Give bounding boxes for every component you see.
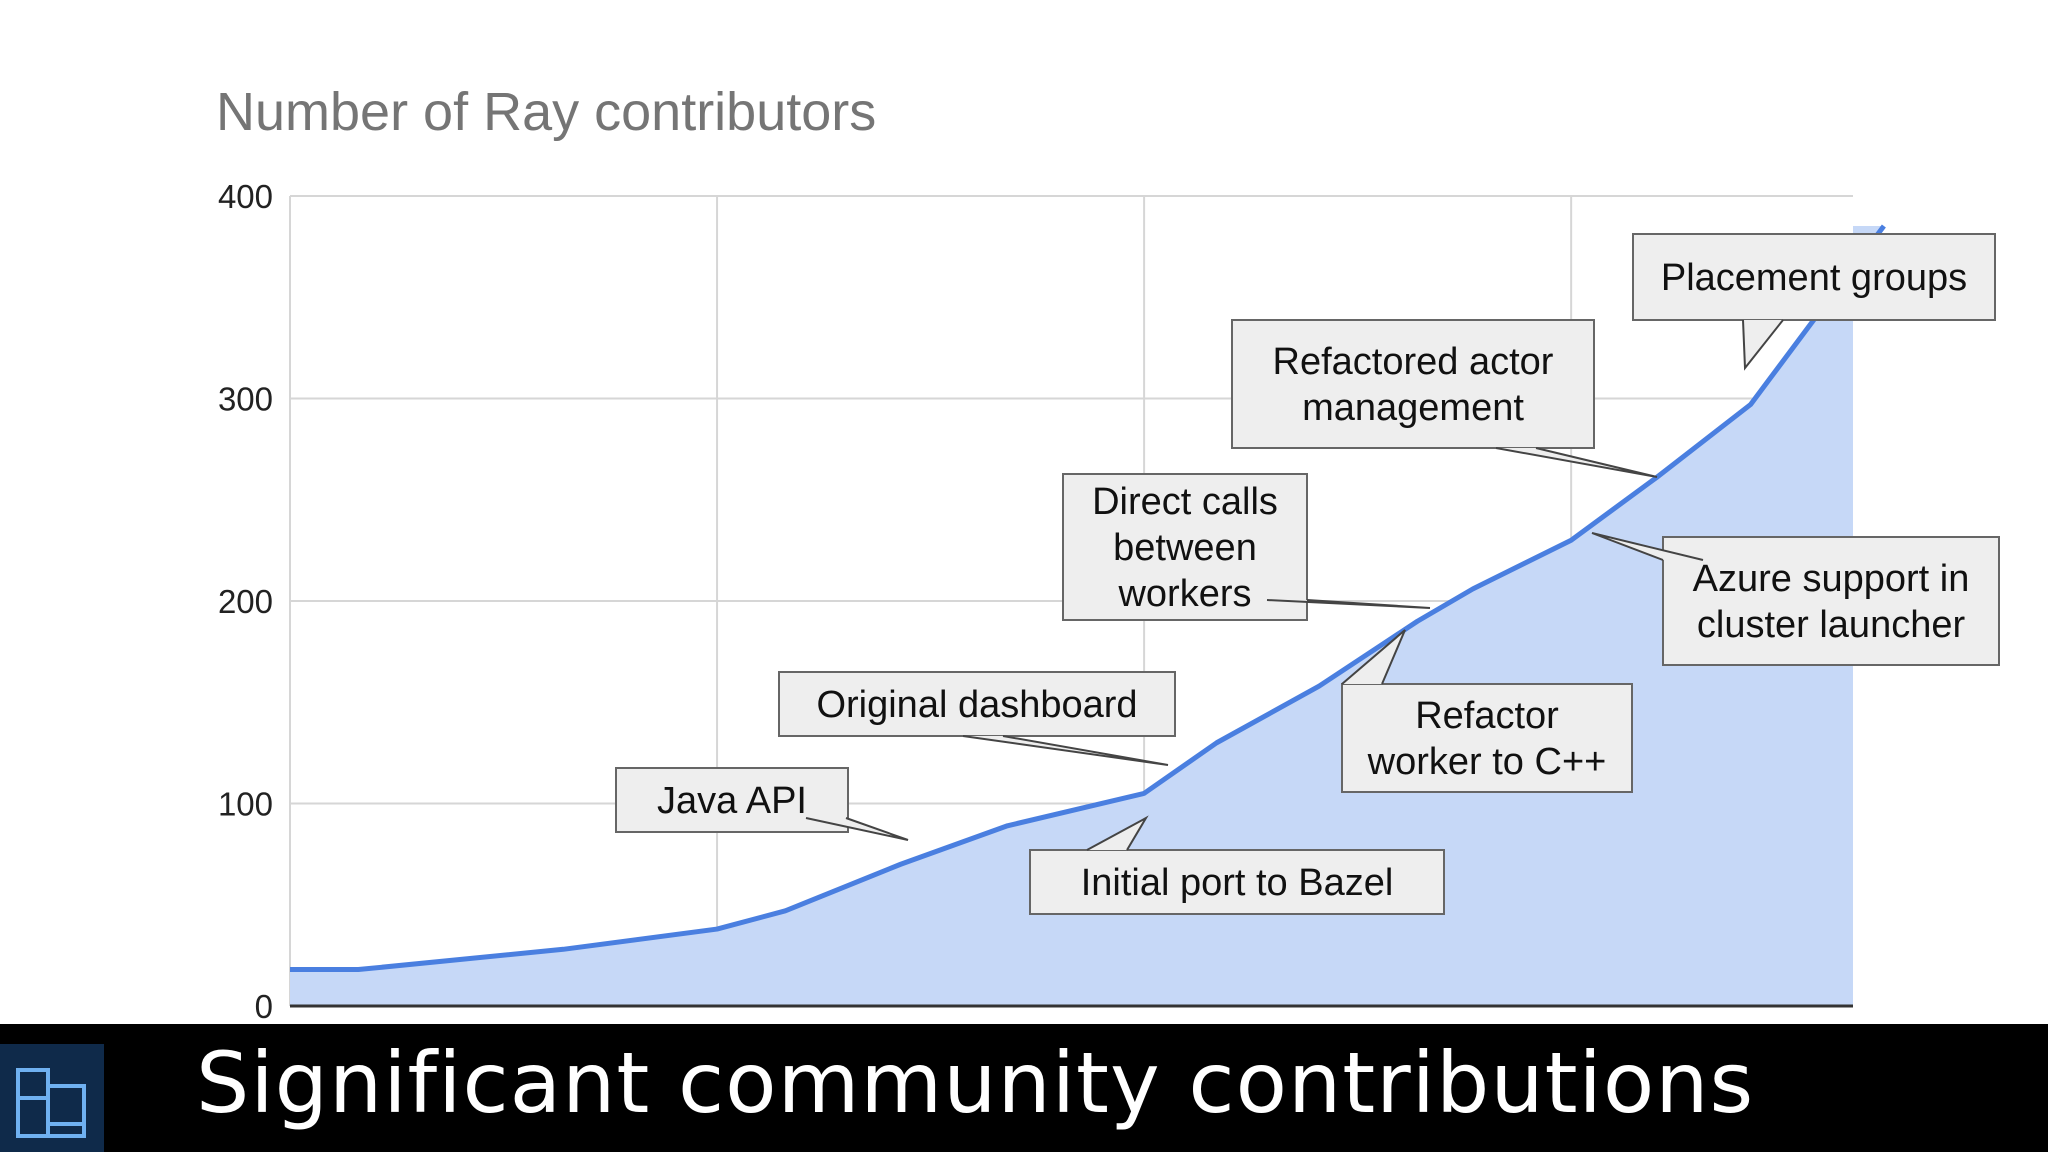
- callout-label: management: [1302, 387, 1524, 429]
- callout-label: cluster launcher: [1697, 604, 1966, 646]
- callout-label: Direct calls: [1092, 481, 1278, 523]
- callout-label: Placement groups: [1661, 257, 1967, 299]
- callout-label: Initial port to Bazel: [1081, 862, 1394, 904]
- callout-pointer: [963, 736, 1168, 765]
- slide-caption: Significant community contributions: [196, 1024, 1754, 1152]
- callout-label: Refactored actor: [1273, 341, 1554, 383]
- callout-label: Original dashboard: [816, 684, 1137, 726]
- callout-label: Java API: [657, 780, 807, 822]
- callout-pointer: [1743, 320, 1783, 368]
- y-tick-label: 400: [218, 178, 273, 215]
- callout-pointer: [1496, 448, 1657, 477]
- callout-label: Refactor: [1415, 695, 1559, 737]
- dashboard-grid-icon: [0, 1044, 104, 1152]
- y-tick-labels: 0 100 200 300 400: [218, 178, 273, 1024]
- y-tick-label: 300: [218, 381, 273, 418]
- y-tick-label: 0: [255, 988, 273, 1024]
- callout-label: between: [1113, 527, 1257, 569]
- callout-label: workers: [1117, 573, 1251, 615]
- y-tick-label: 100: [218, 786, 273, 823]
- callout: Original dashboard: [779, 672, 1175, 765]
- chart-title: Number of Ray contributors: [216, 82, 876, 142]
- y-tick-label: 200: [218, 583, 273, 620]
- callout-label: worker to C++: [1367, 741, 1607, 783]
- chart: Number of Ray contributors 0 100 200 300 400…: [0, 0, 2048, 1024]
- caption-bar: Significant community contributions: [0, 1024, 2048, 1152]
- callout-label: Azure support in: [1693, 558, 1970, 600]
